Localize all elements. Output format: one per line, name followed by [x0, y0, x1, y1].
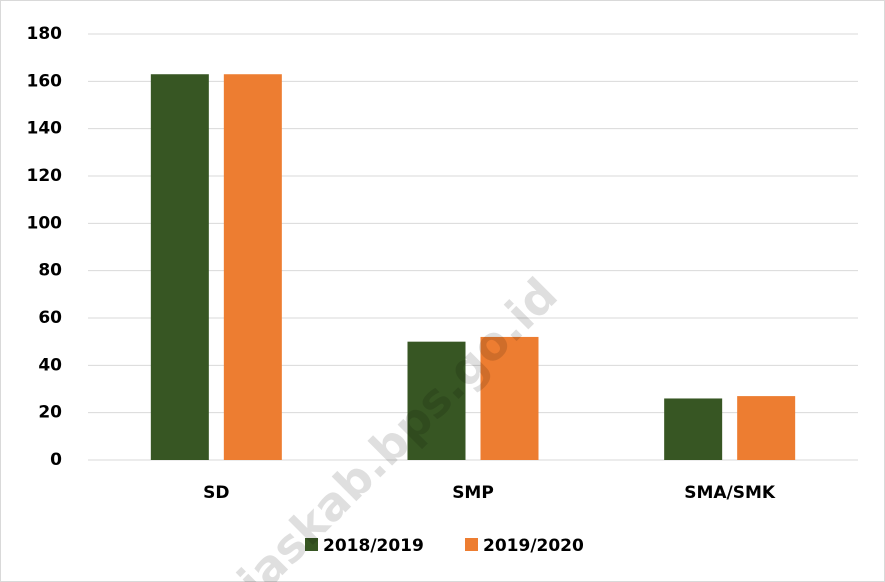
bar: [737, 396, 796, 460]
legend-swatch: [465, 538, 478, 551]
y-tick-label: 0: [50, 450, 62, 470]
y-tick-label: 140: [27, 119, 63, 139]
bar: [407, 341, 466, 460]
bar: [480, 336, 539, 460]
x-tick-label: SMP: [452, 483, 494, 503]
legend-swatch: [305, 538, 318, 551]
x-tick-label: SMA/SMK: [684, 483, 776, 503]
y-tick-label: 120: [27, 166, 63, 186]
legend-label: 2019/2020: [483, 536, 584, 556]
x-tick-label: SD: [203, 483, 229, 503]
y-tick-label: 180: [27, 24, 63, 44]
bar: [150, 74, 209, 460]
bar: [223, 74, 282, 460]
legend-label: 2018/2019: [323, 536, 424, 556]
y-tick-label: 20: [38, 403, 62, 423]
y-tick-label: 100: [27, 213, 63, 233]
y-tick-label: 60: [38, 308, 62, 328]
y-tick-label: 160: [27, 71, 63, 91]
y-tick-label: 80: [38, 261, 62, 281]
bar: [664, 398, 723, 460]
y-tick-label: 40: [38, 355, 62, 375]
